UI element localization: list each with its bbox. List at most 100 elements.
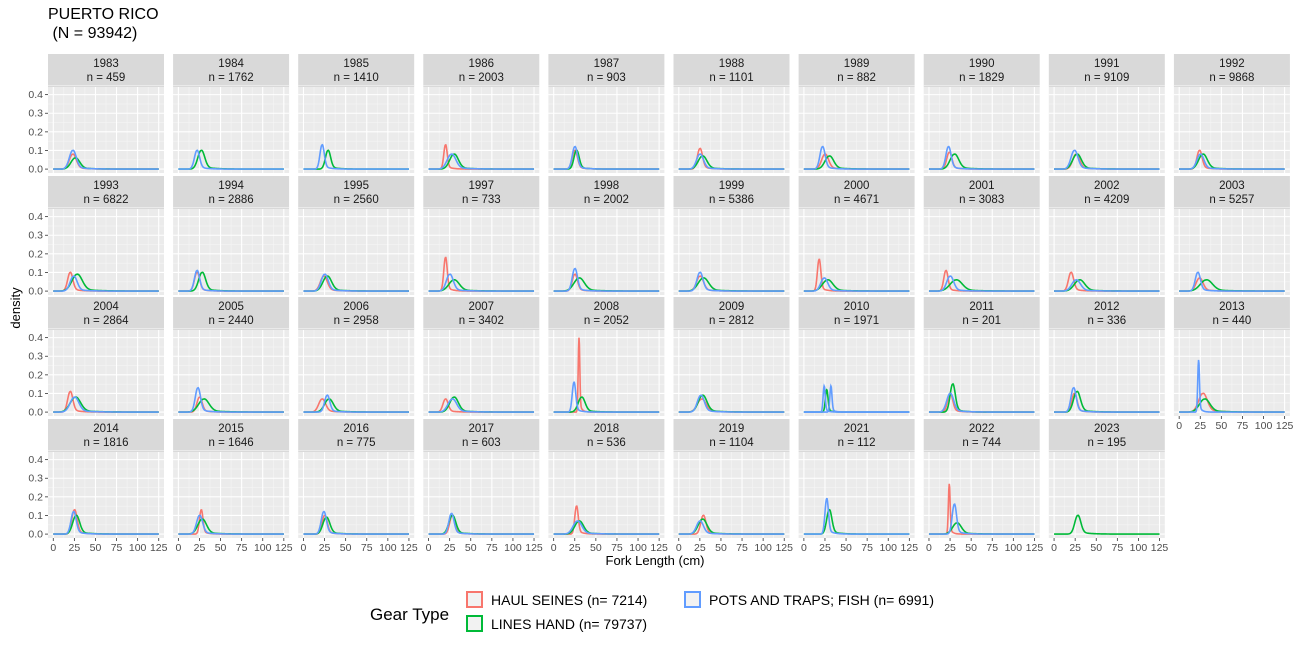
chart-title-line2: (N = 93942) [48,25,138,42]
facet-strip-2007 [423,297,540,330]
facet-n-label: n = 536 [587,437,626,449]
x-tick-label: 125 [525,542,543,554]
x-tick-label: 75 [611,542,623,554]
facet-strip-1999 [673,176,790,209]
density-curve-pots-and-traps-fish [803,383,910,413]
facet-panel-2003: 2003 n = 5257 [1173,176,1290,295]
density-curve-pots-and-traps-fish [303,510,409,535]
legend-key-haul-seines [466,591,483,608]
facet-panel-1997: 1997 n = 733 [423,176,540,295]
facet-n-label: n = 2958 [334,315,379,327]
density-curve-pots-and-traps-fish [1179,153,1285,170]
density-curve-pots-and-traps-fish [428,512,535,535]
facet-strip-2022 [923,419,1040,452]
x-tick-label: 25 [944,542,956,554]
facet-strip-1990 [923,54,1040,87]
facet-strip-2014 [48,419,164,452]
facet-year-label: 2021 [844,423,870,435]
x-tick-label: 75 [1112,542,1124,554]
facet-year-label: 2002 [1094,180,1120,192]
legend-key-lines-hand [466,615,483,632]
facet-n-label: n = 112 [838,437,876,449]
x-tick-label: 25 [444,542,456,554]
x-tick-label: 0 [926,542,932,554]
density-curve-pots-and-traps-fish [53,275,159,292]
facet-panel-2013: 2013 n = 440 0 25 50 75 100 125 [1173,297,1294,432]
density-curve-pots-and-traps-fish [1179,271,1285,292]
facet-strip-2002 [1048,176,1165,209]
facet-year-label: 2023 [1094,423,1120,435]
x-tick-label: 125 [901,542,919,554]
facet-n-label: n = 201 [962,315,1001,327]
facet-year-label: 1995 [343,180,369,192]
y-tick-label: 0.1 [28,388,43,400]
facet-panel-2010: 2010 n = 1971 [798,297,915,416]
x-tick-label: 25 [1069,542,1081,554]
density-curve-pots-and-traps-fish [53,396,159,413]
facet-panel-1984: 1984 n = 1762 [173,54,290,173]
facet-panel-1985: 1985 n = 1410 [298,54,415,173]
facet-panel-2014: 2014 n = 1816 0.0 0.1 0.2 0.3 0.4 0 25 50 75 100 125 [28,419,168,554]
facet-panel-2009: 2009 n = 2812 [673,297,790,416]
density-curve-pots-and-traps-fish [928,503,1035,535]
x-tick-label: 0 [426,542,432,554]
facet-year-label: 1983 [93,58,119,70]
facet-panel-2000: 2000 n = 4671 [798,176,915,295]
facet-n-label: n = 2812 [709,315,754,327]
y-tick-label: 0.0 [28,164,43,176]
y-tick-label: 0.0 [28,529,43,541]
facet-strip-2001 [923,176,1040,209]
facet-year-label: 2014 [93,423,119,435]
x-tick-label: 125 [1026,542,1044,554]
density-curve-pots-and-traps-fish [678,394,785,413]
y-tick-label: 0.2 [28,126,43,138]
x-tick-label: 0 [1176,420,1182,432]
density-curve-lines-hand [1054,514,1160,535]
facet-panel-1991: 1991 n = 9109 [1048,54,1165,173]
facet-strip-1993 [48,176,164,209]
facet-panel-2011: 2011 n = 201 [923,297,1040,416]
facet-n-label: n = 1762 [209,72,254,84]
y-tick-label: 0.4 [28,89,43,101]
x-tick-label: 25 [819,542,831,554]
x-tick-label: 125 [400,542,418,554]
x-tick-label: 100 [379,542,397,554]
x-tick-label: 100 [629,542,647,554]
y-axis-title: density [8,287,23,329]
facet-strip-1986 [423,54,540,87]
x-tick-label: 50 [840,542,852,554]
density-curve-pots-and-traps-fish [303,143,409,170]
facet-n-label: n = 1829 [959,72,1004,84]
facet-year-label: 2005 [218,301,244,313]
facet-strip-2009 [673,297,790,330]
facet-n-label: n = 1646 [209,437,254,449]
facet-n-label: n = 195 [1087,437,1126,449]
facet-n-label: n = 1104 [709,437,754,449]
facet-year-label: 2013 [1219,301,1245,313]
x-tick-label: 0 [301,542,307,554]
facet-year-label: 2011 [969,301,994,313]
facet-year-label: 2001 [969,180,995,192]
x-tick-label: 100 [1130,542,1148,554]
facet-panel-1989: 1989 n = 882 [798,54,915,173]
facet-strip-2019 [673,419,790,452]
density-curve-pots-and-traps-fish [303,273,409,292]
facet-strip-1985 [298,54,415,87]
x-tick-label: 125 [275,542,293,554]
facet-panel-2007: 2007 n = 3402 [423,297,540,416]
facet-n-label: n = 9109 [1084,72,1129,84]
density-curve-pots-and-traps-fish [553,267,660,292]
x-tick-label: 0 [551,542,557,554]
facet-year-label: 2017 [469,423,495,435]
density-curve-pots-and-traps-fish [53,149,159,170]
facet-year-label: 1993 [93,180,119,192]
facet-panel-1987: 1987 n = 903 [548,54,665,173]
facet-n-label: n = 744 [962,437,1001,449]
y-tick-label: 0.0 [28,407,43,419]
legend-key-pots-and-traps [684,591,701,608]
facet-n-label: n = 336 [1087,315,1126,327]
x-tick-label: 100 [754,542,772,554]
facet-n-label: n = 2003 [459,72,504,84]
facet-strip-2003 [1173,176,1290,209]
